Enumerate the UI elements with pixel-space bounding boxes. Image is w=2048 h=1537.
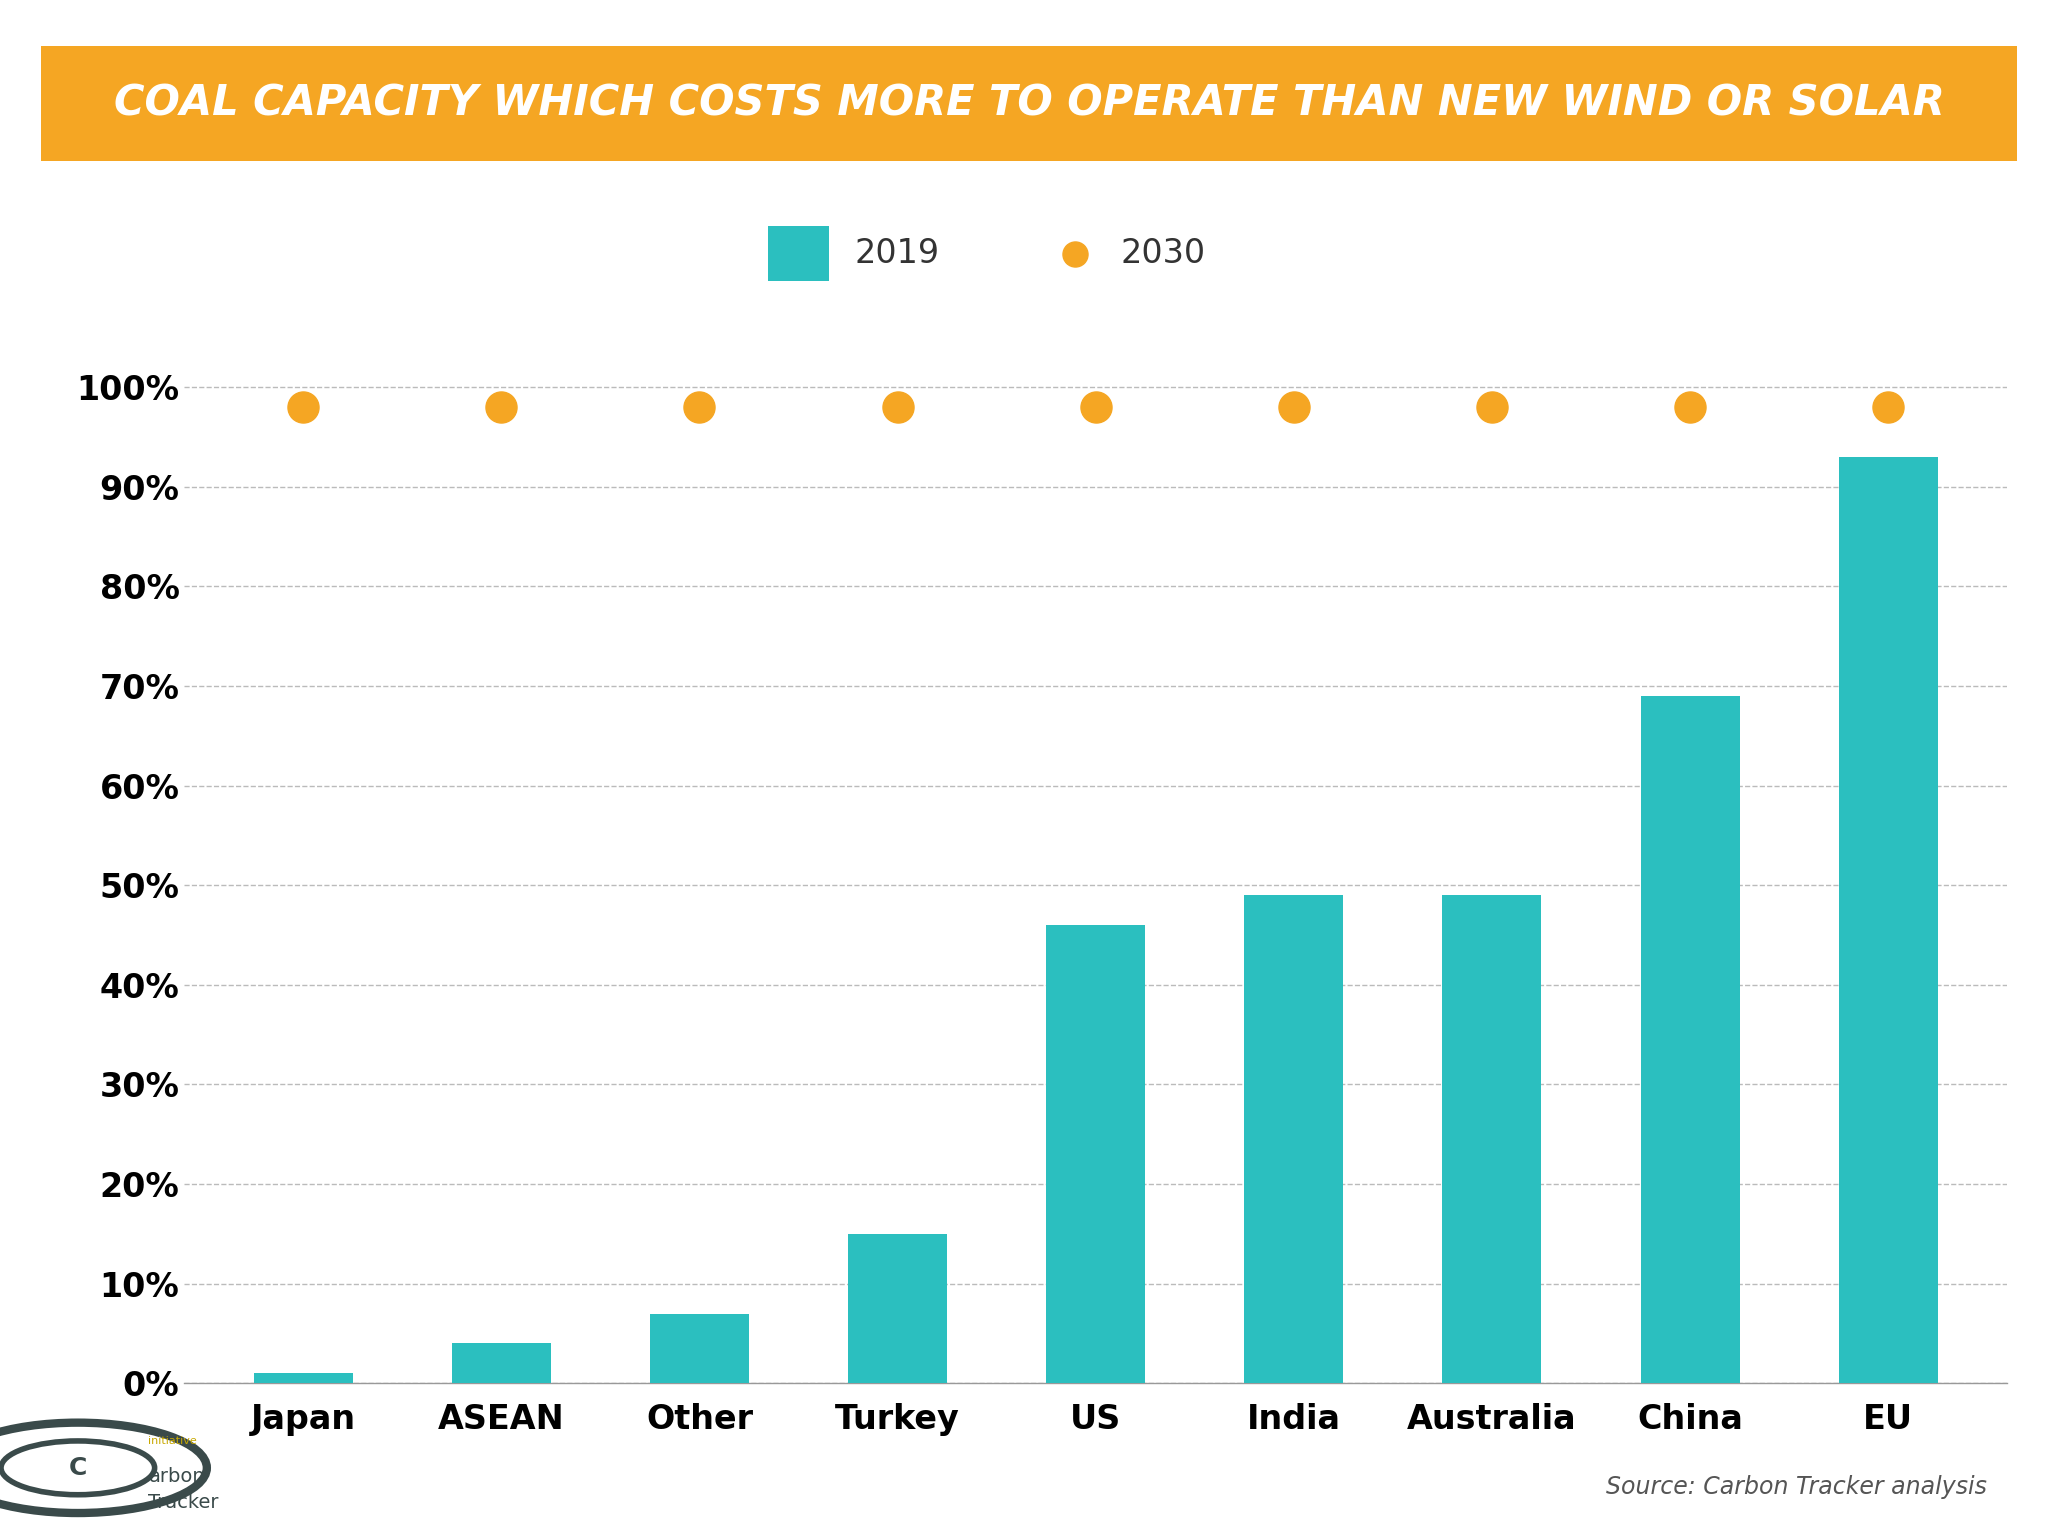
Text: initiative: initiative [147,1436,197,1446]
Point [1278,395,1311,420]
Bar [848,1234,946,1383]
Point [1872,395,1905,420]
Bar [1442,895,1542,1383]
Text: arbon: arbon [147,1466,205,1486]
Point [684,395,717,420]
Text: Source: Carbon Tracker analysis: Source: Carbon Tracker analysis [1606,1474,1987,1499]
Text: Tracker: Tracker [147,1492,219,1512]
Text: 2019: 2019 [854,237,940,271]
Point [881,395,913,420]
Bar [1640,696,1739,1383]
Text: 2030: 2030 [1120,237,1206,271]
Point [485,395,518,420]
Point [287,395,319,420]
Bar [1839,456,1937,1383]
Text: C: C [70,1456,86,1480]
Bar [453,1343,551,1383]
Point [1079,395,1112,420]
Point [1673,395,1706,420]
Text: COAL CAPACITY WHICH COSTS MORE TO OPERATE THAN NEW WIND OR SOLAR: COAL CAPACITY WHICH COSTS MORE TO OPERAT… [115,83,1944,124]
Point [1475,395,1507,420]
Bar [649,1314,750,1383]
Point [1059,241,1092,266]
Bar [254,1374,352,1383]
Bar [1245,895,1343,1383]
Bar [1047,925,1145,1383]
